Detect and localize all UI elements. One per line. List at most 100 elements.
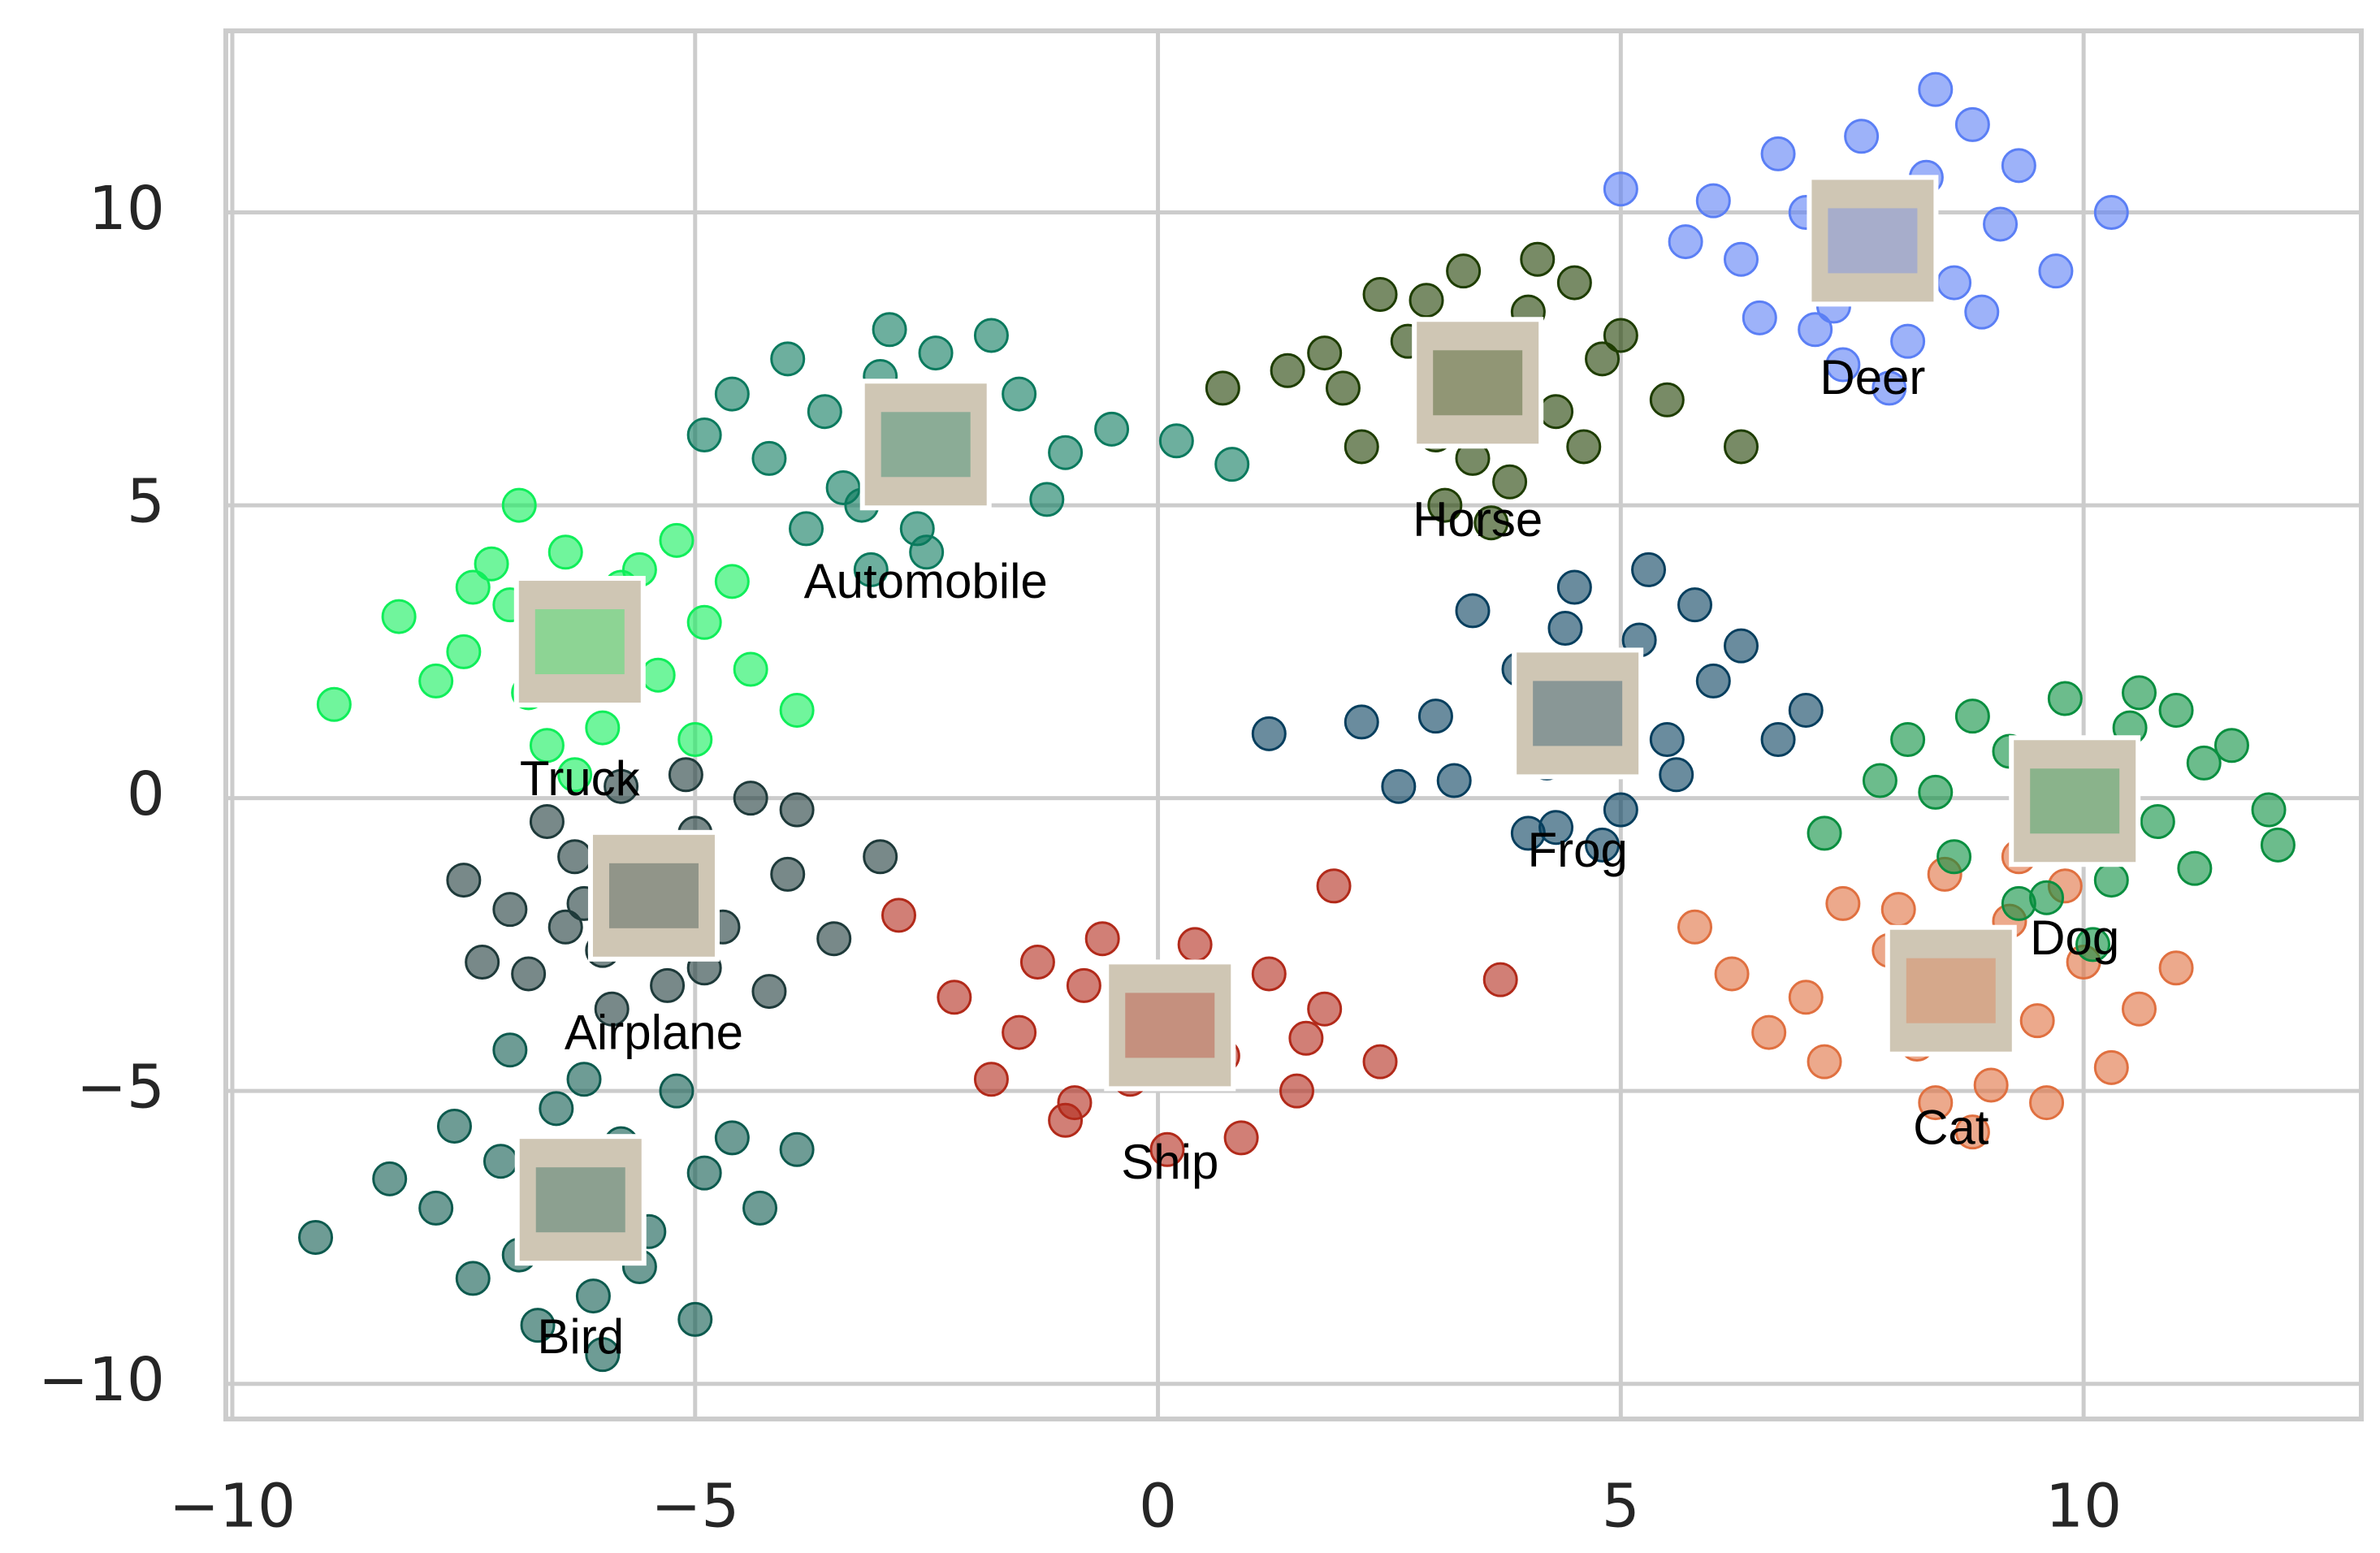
point	[2047, 681, 2083, 716]
point	[937, 980, 972, 1015]
point	[1603, 792, 1638, 828]
thumbnail-content	[881, 412, 971, 478]
point	[1603, 171, 1638, 207]
point	[1251, 956, 1287, 992]
point	[1362, 1044, 1398, 1079]
point	[547, 534, 583, 570]
point	[1788, 980, 1824, 1015]
thumbnail	[514, 1134, 647, 1266]
thumbnail	[1104, 959, 1236, 1092]
thumbnail	[1885, 924, 2017, 1057]
point	[1002, 1014, 1037, 1050]
thumbnail	[2009, 735, 2141, 867]
point	[539, 1091, 574, 1127]
point	[1270, 353, 1305, 388]
point	[973, 1062, 1009, 1097]
point	[1446, 253, 1482, 289]
point	[1936, 265, 1972, 301]
plot-frame	[223, 28, 2364, 1421]
point	[566, 1062, 602, 1097]
point	[1417, 699, 1453, 734]
point	[807, 394, 842, 430]
point	[1964, 294, 2000, 330]
point	[298, 1219, 334, 1255]
thumbnail-content	[1433, 350, 1523, 416]
thumbnail-content	[1906, 958, 1996, 1023]
point	[1205, 370, 1240, 406]
point	[714, 376, 750, 412]
point	[1649, 722, 1685, 758]
point	[1825, 885, 1861, 921]
point	[465, 945, 500, 980]
point	[2158, 692, 2194, 728]
point	[604, 768, 639, 804]
point	[1214, 447, 1250, 482]
point	[1288, 1020, 1324, 1056]
point	[2075, 927, 2111, 963]
point	[557, 757, 593, 793]
point	[1631, 552, 1667, 587]
point	[770, 856, 806, 892]
point	[501, 487, 537, 523]
point	[585, 1337, 621, 1373]
point	[482, 1144, 518, 1179]
point	[1482, 962, 1518, 997]
point	[1427, 487, 1463, 523]
point	[575, 1278, 611, 1314]
point	[640, 657, 676, 693]
point	[1668, 224, 1703, 260]
thumbnail-content	[534, 609, 625, 675]
point	[2177, 850, 2213, 886]
point	[2093, 863, 2129, 898]
thumbnail	[587, 829, 720, 962]
point	[2019, 1003, 2055, 1039]
point	[2001, 148, 2036, 184]
thumbnail-content	[2030, 768, 2120, 834]
point	[1307, 335, 1343, 371]
point	[1751, 1014, 1787, 1050]
point	[2093, 195, 2129, 231]
point	[529, 803, 565, 839]
point	[1760, 722, 1796, 758]
point	[1844, 119, 1880, 154]
point	[677, 722, 713, 758]
thumbnail	[859, 379, 992, 511]
point	[2122, 675, 2157, 711]
point	[1954, 699, 1990, 734]
point	[1807, 815, 1842, 851]
point	[418, 1190, 454, 1226]
point	[714, 564, 750, 599]
point	[2213, 728, 2249, 764]
point	[816, 921, 852, 957]
point	[918, 335, 954, 371]
thumbnail	[1807, 175, 1939, 307]
overlay: Truck Automobile Airplane Bird Ship Horse Deer…	[513, 175, 2141, 1364]
thumbnail	[1512, 647, 1644, 780]
point	[733, 651, 768, 687]
cluster-label: Truck	[520, 751, 641, 806]
point	[714, 1120, 750, 1156]
point	[1936, 839, 1972, 875]
point	[779, 1131, 815, 1167]
point	[1723, 628, 1759, 664]
y-tick-label: 5	[127, 467, 165, 537]
point	[863, 839, 898, 875]
point	[1566, 429, 1602, 465]
point	[686, 417, 722, 453]
point	[585, 710, 621, 746]
point	[547, 909, 583, 945]
point	[511, 956, 547, 992]
point	[446, 863, 482, 898]
point	[492, 892, 528, 928]
point	[2260, 827, 2296, 863]
point	[1223, 1120, 1259, 1156]
point	[381, 599, 417, 634]
point	[1538, 394, 1574, 430]
point	[2001, 885, 2036, 921]
point	[881, 898, 916, 933]
point	[1084, 921, 1120, 957]
point	[2140, 803, 2175, 839]
point	[1788, 692, 1824, 728]
point	[1872, 370, 1907, 406]
